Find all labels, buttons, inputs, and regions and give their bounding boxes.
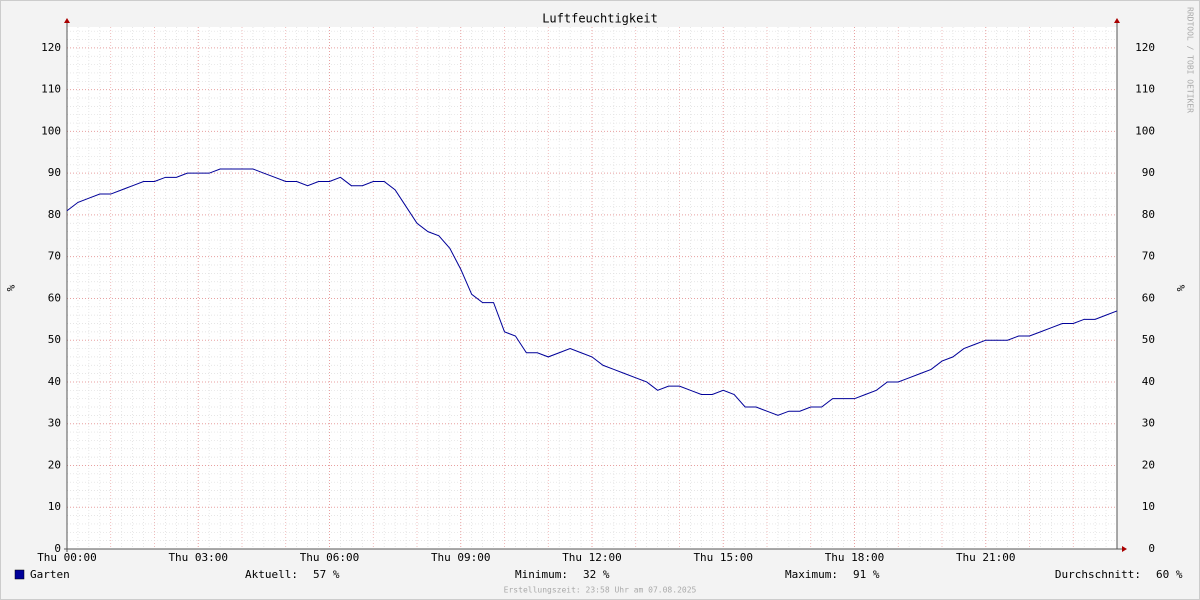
y-tick-label: 100	[1135, 124, 1155, 137]
axis-arrow	[1114, 18, 1120, 23]
y-tick-label: 80	[48, 208, 61, 221]
y-tick-label: 30	[48, 417, 61, 430]
y-tick-label: 20	[1142, 458, 1155, 471]
legend-label: Garten	[30, 568, 70, 581]
y-tick-label: 40	[1142, 375, 1155, 388]
stat-value: 60 %	[1156, 568, 1183, 581]
stat-label: Aktuell:	[245, 568, 298, 581]
footer: Erstellungszeit: 23:58 Uhr am 07.08.2025	[504, 586, 697, 595]
y-tick-label: 90	[48, 166, 61, 179]
stat-label: Minimum:	[515, 568, 568, 581]
y-tick-label: 20	[48, 458, 61, 471]
x-tick-label: Thu 09:00	[431, 551, 491, 564]
stat-value: 57 %	[313, 568, 340, 581]
x-tick-label: Thu 18:00	[825, 551, 885, 564]
y-tick-label: 60	[48, 291, 61, 304]
y-tick-label: 10	[1142, 500, 1155, 513]
y-tick-label: 110	[1135, 83, 1155, 96]
stat-value: 32 %	[583, 568, 610, 581]
stat-label: Maximum:	[785, 568, 838, 581]
y-tick-label: 80	[1142, 208, 1155, 221]
x-tick-label: Thu 21:00	[956, 551, 1016, 564]
y-tick-label: 0	[1148, 542, 1155, 555]
y-tick-label: 100	[41, 124, 61, 137]
y-axis-label: %	[4, 285, 17, 292]
y-tick-label: 0	[54, 542, 61, 555]
x-tick-label: Thu 03:00	[168, 551, 228, 564]
axis-arrow	[1122, 546, 1127, 552]
y-tick-label: 50	[1142, 333, 1155, 346]
x-tick-label: Thu 15:00	[693, 551, 753, 564]
legend-swatch	[14, 569, 25, 580]
y-tick-label: 40	[48, 375, 61, 388]
y-tick-label: 90	[1142, 166, 1155, 179]
y-tick-label: 70	[1142, 250, 1155, 263]
chart-title: Luftfeuchtigkeit	[542, 12, 658, 26]
x-tick-label: Thu 12:00	[562, 551, 622, 564]
stat-label: Durchschnitt:	[1055, 568, 1141, 581]
y-tick-label: 30	[1142, 417, 1155, 430]
y-tick-label: 70	[48, 250, 61, 263]
y-tick-label: 120	[41, 41, 61, 54]
y-tick-label: 60	[1142, 291, 1155, 304]
y-tick-label: 120	[1135, 41, 1155, 54]
x-tick-label: Thu 00:00	[37, 551, 97, 564]
watermark: RRDTOOL / TOBI OETIKER	[1186, 7, 1195, 113]
axis-arrow	[64, 18, 70, 23]
stat-value: 91 %	[853, 568, 880, 581]
y-tick-label: 50	[48, 333, 61, 346]
x-tick-label: Thu 06:00	[300, 551, 360, 564]
y-tick-label: 110	[41, 83, 61, 96]
y-axis-label: %	[1174, 285, 1187, 292]
data-line	[66, 168, 1118, 416]
y-tick-label: 10	[48, 500, 61, 513]
